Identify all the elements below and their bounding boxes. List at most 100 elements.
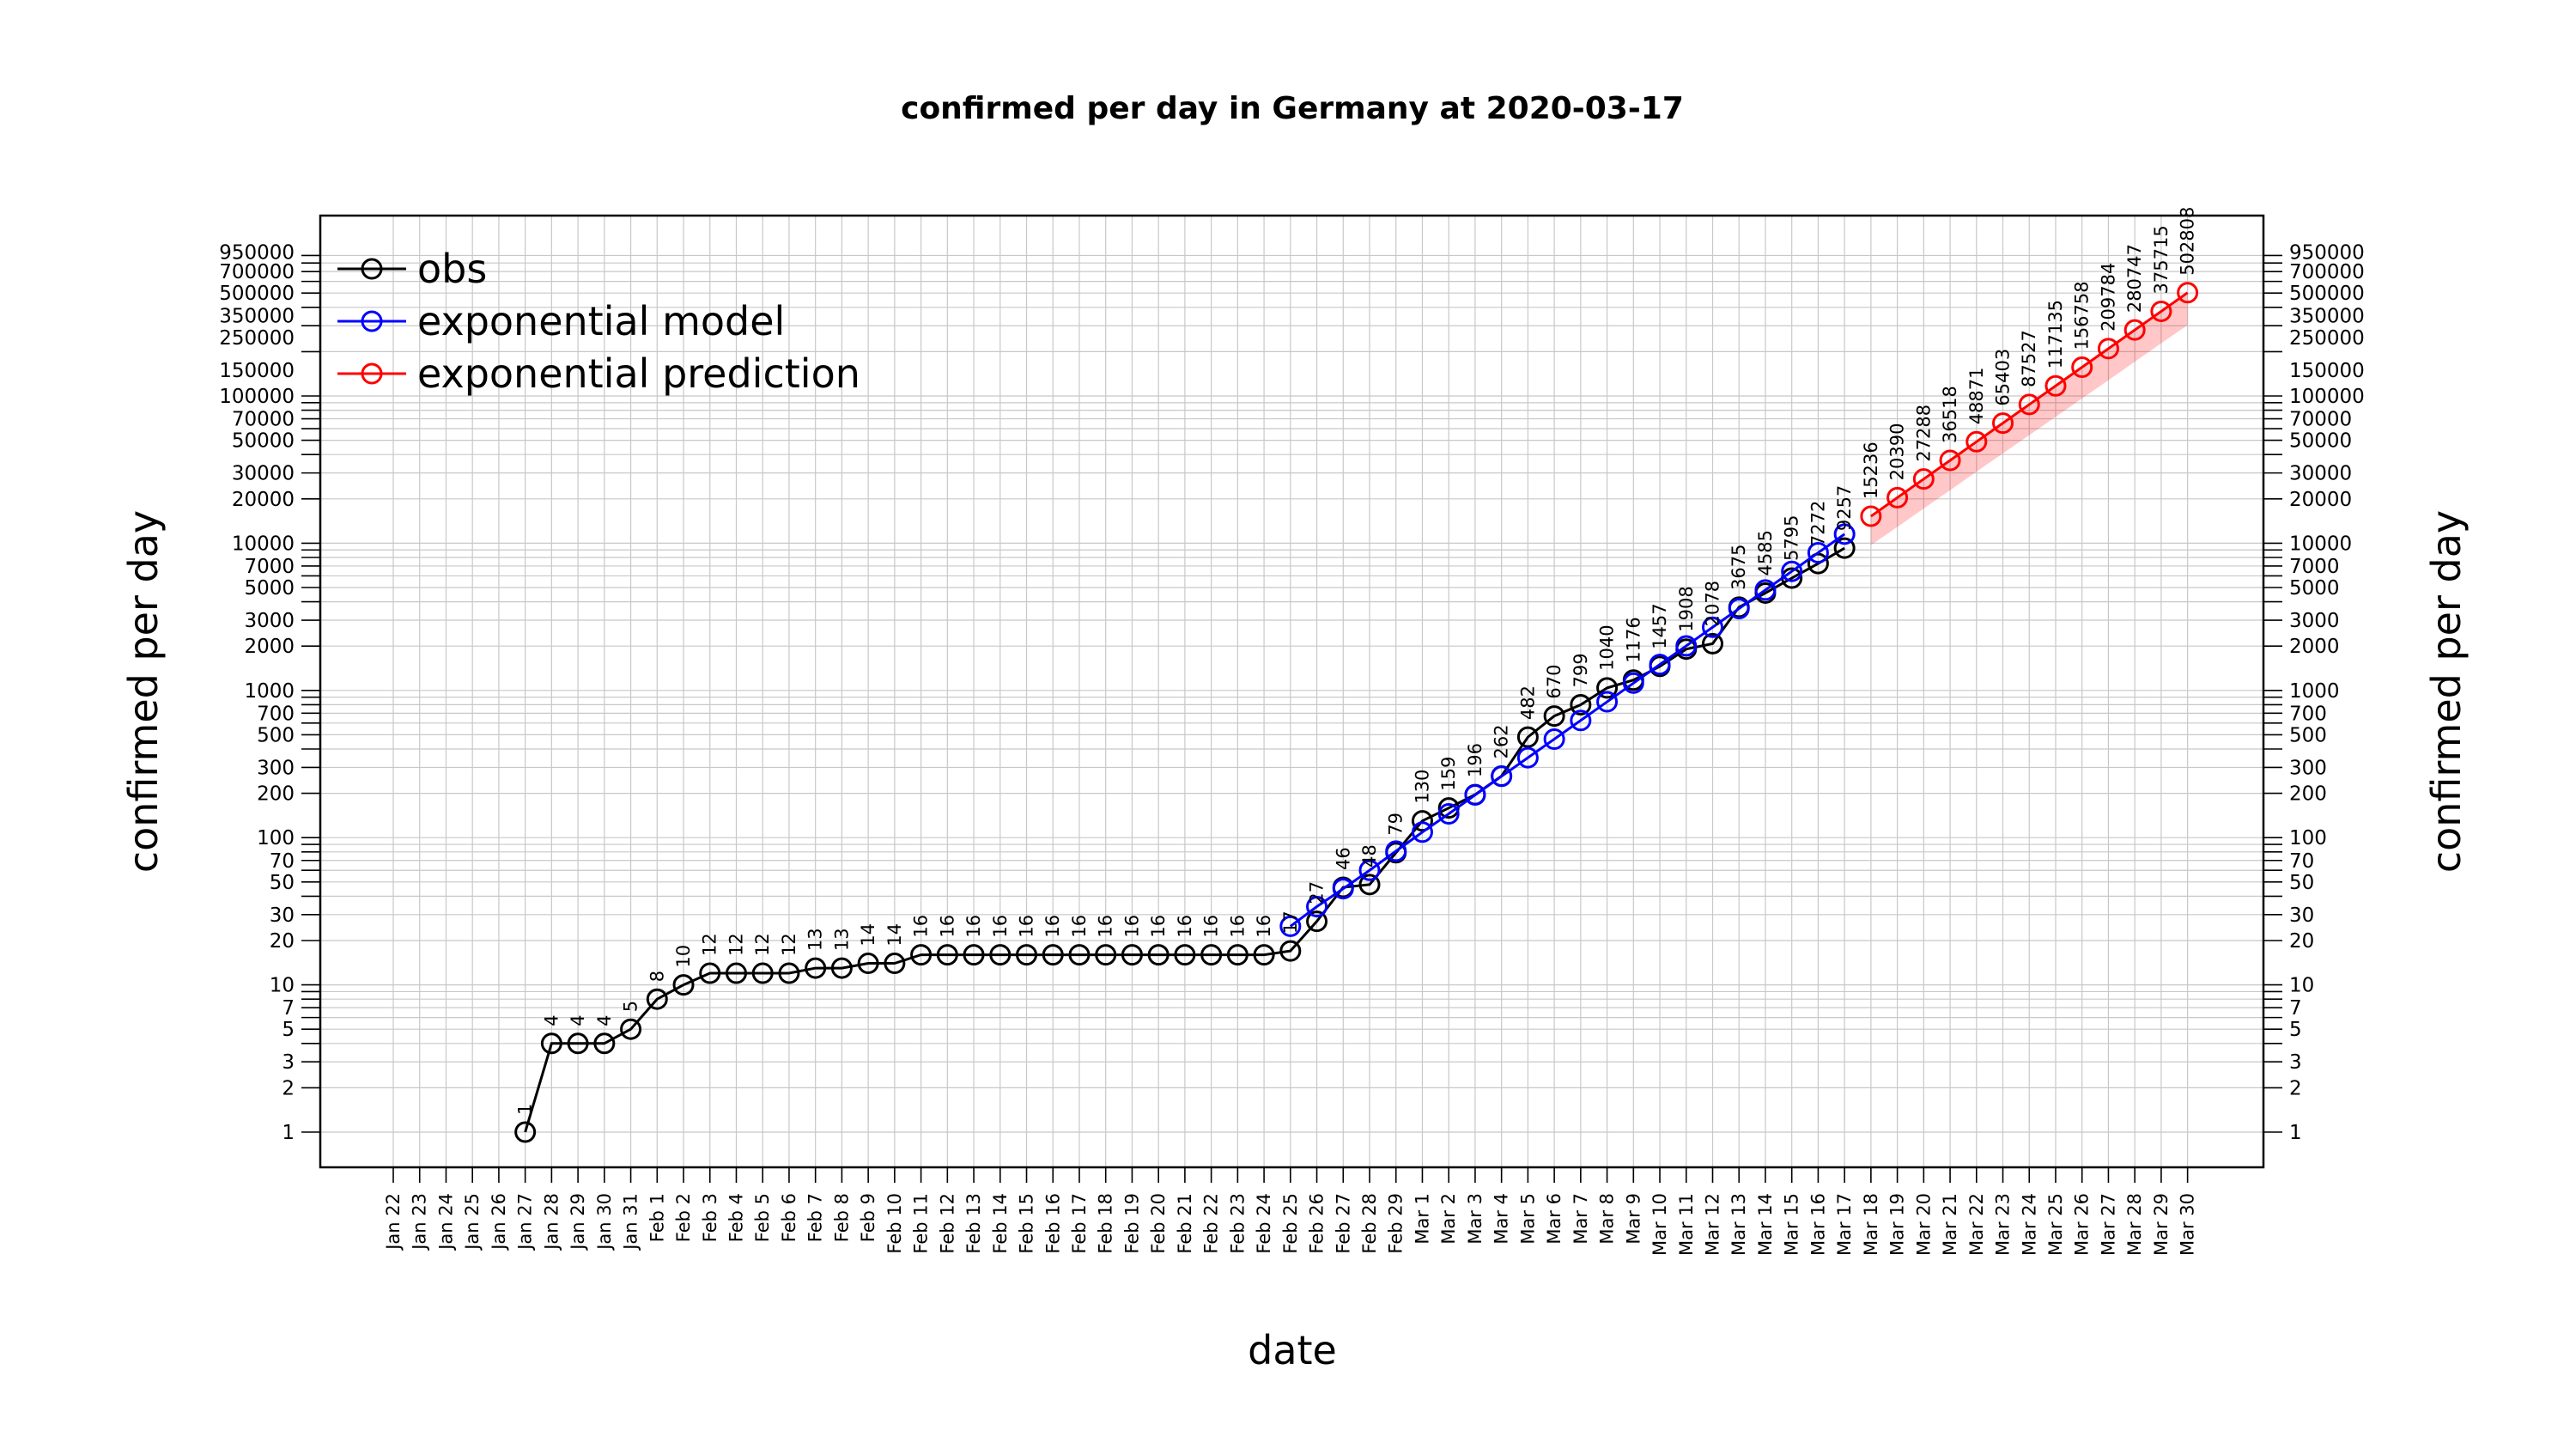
- data-point-obs: [646, 988, 668, 1010]
- data-label-obs: 16: [1254, 915, 1274, 938]
- data-label-obs: 16: [1042, 915, 1063, 938]
- y-tick-label-left: 150000: [219, 360, 295, 382]
- data-point-exponential-model: [1833, 523, 1856, 545]
- legend: obs exponential model exponential predic…: [337, 246, 860, 397]
- y-tick-label-right: 3000: [2289, 610, 2340, 632]
- legend-marker-exponential-model: [361, 310, 383, 332]
- data-label-obs: 262: [1492, 724, 1512, 758]
- data-point-obs: [1121, 944, 1143, 966]
- data-point-obs: [725, 962, 747, 984]
- data-point-exponential-prediction: [2018, 393, 2040, 416]
- y-tick-label-right: 7000: [2289, 556, 2340, 578]
- x-tick-label: Mar 2: [1438, 1193, 1459, 1245]
- data-label-obs: 12: [726, 933, 746, 956]
- x-tick-label: Feb 14: [990, 1193, 1011, 1254]
- x-tick-label: Feb 3: [700, 1193, 720, 1242]
- x-tick-label: Mar 29: [2151, 1193, 2172, 1256]
- data-label-exponential-prediction: 280747: [2124, 244, 2145, 313]
- data-label-obs: 5: [621, 1001, 641, 1012]
- data-label-obs: 1040: [1597, 624, 1618, 670]
- x-tick-label: Feb 13: [963, 1193, 984, 1254]
- data-point-exponential-prediction: [1912, 468, 1935, 490]
- x-tick-label: Jan 31: [621, 1193, 641, 1251]
- x-tick-label: Feb 15: [1017, 1193, 1037, 1254]
- x-tick-label: Mar 6: [1544, 1193, 1564, 1245]
- data-point-obs: [1702, 632, 1723, 655]
- data-point-obs: [593, 1032, 616, 1055]
- y-tick-label-left: 30: [270, 904, 295, 927]
- data-point-exponential-model: [1306, 896, 1328, 918]
- data-point-obs: [1833, 537, 1856, 559]
- data-point-exponential-model: [1781, 560, 1803, 582]
- legend-item-exponential-prediction: exponential prediction: [337, 350, 860, 397]
- x-tick-label: Mar 1: [1412, 1193, 1432, 1245]
- data-label-obs: 196: [1465, 743, 1485, 777]
- data-label-obs: 79: [1386, 813, 1406, 836]
- data-label-obs: 7272: [1807, 501, 1828, 546]
- series-line-exponential-prediction: [1870, 291, 2189, 518]
- data-point-exponential-model: [1807, 542, 1829, 564]
- x-tick-label: Mar 14: [1755, 1193, 1776, 1256]
- data-point-exponential-model: [1622, 672, 1644, 694]
- x-tick-label: Feb 4: [726, 1193, 746, 1242]
- y-tick-label-right: 500000: [2289, 283, 2365, 305]
- y-tick-label-right: 150000: [2289, 360, 2365, 382]
- data-label-obs: 16: [990, 915, 1011, 938]
- x-tick-label: Jan 26: [489, 1193, 509, 1251]
- y-tick-label-right: 10: [2289, 975, 2314, 997]
- x-tick-label: Mar 13: [1728, 1193, 1749, 1256]
- data-point-obs: [540, 1032, 562, 1055]
- legend-marker-obs: [361, 258, 383, 280]
- data-label-obs: 12: [779, 933, 799, 956]
- x-tick-label: Mar 16: [1807, 1193, 1828, 1256]
- data-label-obs: 3675: [1728, 544, 1749, 589]
- band-layer: [1870, 292, 2188, 545]
- data-point-exponential-prediction: [1886, 486, 1909, 508]
- y-tick-label-right: 950000: [2289, 241, 2365, 264]
- x-tick-label: Feb 29: [1386, 1193, 1406, 1254]
- data-point-obs: [699, 962, 721, 984]
- x-tick-label: Jan 25: [462, 1193, 483, 1251]
- data-point-exponential-model: [1279, 915, 1302, 937]
- y-tick-label-right: 10000: [2289, 533, 2352, 555]
- data-point-obs: [620, 1018, 642, 1040]
- x-tick-label: Mar 30: [2178, 1193, 2198, 1256]
- y-tick-label-left: 100000: [219, 386, 295, 408]
- data-point-obs: [1174, 944, 1196, 966]
- data-point-obs: [963, 944, 985, 966]
- y-tick-label-left: 1: [282, 1122, 295, 1144]
- data-point-obs: [567, 1032, 589, 1055]
- x-tick-label: Feb 11: [911, 1193, 932, 1254]
- y-tick-label-left: 350000: [219, 306, 295, 328]
- x-tick-label: Feb 5: [752, 1193, 773, 1242]
- x-tick-label: Mar 4: [1492, 1193, 1512, 1245]
- data-point-exponential-model: [1437, 803, 1460, 825]
- data-label-obs: 4585: [1755, 530, 1776, 575]
- data-label-obs: 16: [1201, 915, 1222, 938]
- data-point-exponential-model: [1411, 821, 1433, 843]
- data-point-obs: [910, 944, 933, 966]
- x-tick-label: Feb 21: [1175, 1193, 1195, 1254]
- legend-label-obs: obs: [417, 246, 487, 292]
- y-tick-label-right: 7: [2289, 997, 2302, 1020]
- data-point-exponential-prediction: [2071, 356, 2093, 379]
- y-tick-label-left: 10: [270, 975, 295, 997]
- data-label-obs: 5795: [1782, 515, 1802, 561]
- x-tick-label: Feb 19: [1121, 1193, 1142, 1254]
- x-tick-label: Mar 19: [1887, 1193, 1908, 1256]
- x-tick-label: Feb 18: [1096, 1193, 1116, 1254]
- data-point-obs: [751, 962, 774, 984]
- series-layer: [514, 282, 2199, 1143]
- data-label-obs: 16: [937, 915, 957, 938]
- prediction-band: [1870, 292, 2188, 545]
- y-tick-label-left: 7: [282, 997, 295, 1020]
- y-tick-label-right: 5: [2289, 1019, 2302, 1041]
- data-point-exponential-model: [1649, 654, 1671, 676]
- data-label-exponential-prediction: 65403: [1993, 349, 2014, 406]
- y-tick-label-right: 2000: [2289, 636, 2340, 658]
- data-label-obs: 12: [700, 933, 720, 956]
- y-tick-label-left: 3: [282, 1051, 295, 1074]
- x-tick-label: Mar 28: [2124, 1193, 2145, 1256]
